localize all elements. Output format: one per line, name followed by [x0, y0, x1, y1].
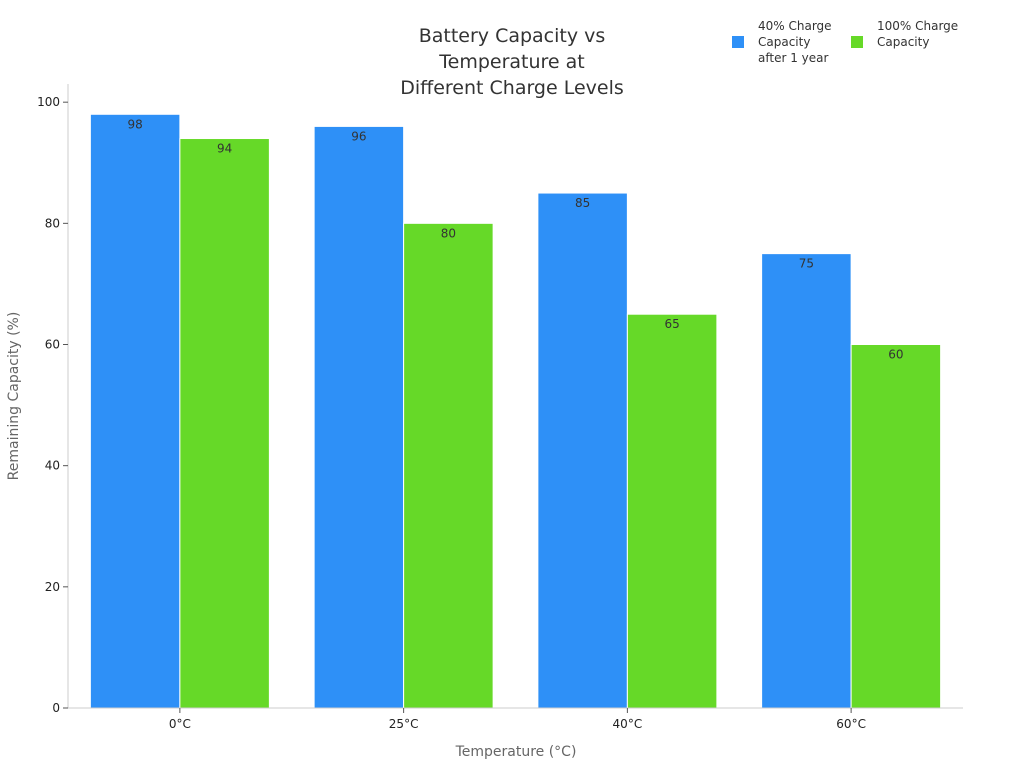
legend-label-line: Capacity — [877, 35, 929, 49]
y-tick-label: 80 — [45, 216, 60, 230]
x-tick-label: 25°C — [389, 717, 419, 731]
chart-title: Battery Capacity vs Temperature at Differe… — [400, 25, 624, 99]
legend-swatch — [732, 36, 744, 48]
y-tick-label: 60 — [45, 338, 60, 352]
bar — [761, 253, 852, 709]
bar-data-label: 75 — [799, 257, 814, 271]
bar — [403, 222, 494, 709]
bar — [850, 344, 942, 709]
bar — [313, 125, 405, 709]
bar — [537, 192, 628, 709]
bar — [89, 113, 181, 709]
bar-data-label: 65 — [664, 317, 679, 331]
axes: 0 20 40 60 80 100 0°C 25°C 40°C 60°C — [37, 84, 963, 731]
bar-data-label: 60 — [888, 348, 903, 362]
chart-title-line: Different Charge Levels — [400, 77, 624, 99]
y-tick-label: 0 — [52, 701, 60, 715]
legend: 40% Charge Capacity after 1 year 100% Charg… — [732, 19, 958, 65]
x-tick-label: 0°C — [169, 717, 191, 731]
legend-label: 40% Charge Capacity after 1 year — [758, 19, 832, 65]
x-tick-label: 40°C — [613, 717, 643, 731]
x-tick-label: 60°C — [836, 717, 866, 731]
chart-title-line: Battery Capacity vs — [419, 25, 606, 47]
y-tick-label: 100 — [37, 95, 60, 109]
legend-label: 100% Charge Capacity — [877, 19, 958, 49]
legend-item: 40% Charge Capacity after 1 year — [732, 19, 832, 65]
chart-title-line: Temperature at — [438, 51, 585, 73]
y-tick-label: 20 — [45, 580, 60, 594]
bar-data-label: 80 — [441, 226, 456, 240]
legend-label-line: Capacity — [758, 35, 810, 49]
legend-swatch — [851, 36, 863, 48]
bar-data-label: 94 — [217, 142, 232, 156]
bar-data-label: 85 — [575, 196, 590, 210]
bar-data-label: 98 — [127, 117, 142, 131]
legend-label-line: 100% Charge — [877, 19, 958, 33]
x-axis-label: Temperature (°C) — [455, 744, 577, 760]
legend-label-line: 40% Charge — [758, 19, 832, 33]
legend-item: 100% Charge Capacity — [851, 19, 958, 49]
bar-data-label: 96 — [351, 129, 366, 143]
y-tick-label: 40 — [45, 459, 60, 473]
plot-area: 98 94 96 80 85 65 75 60 — [89, 113, 942, 709]
legend-label-line: after 1 year — [758, 51, 828, 65]
bar — [179, 138, 270, 709]
y-axis-label: Remaining Capacity (%) — [6, 312, 22, 481]
bar — [626, 313, 718, 709]
